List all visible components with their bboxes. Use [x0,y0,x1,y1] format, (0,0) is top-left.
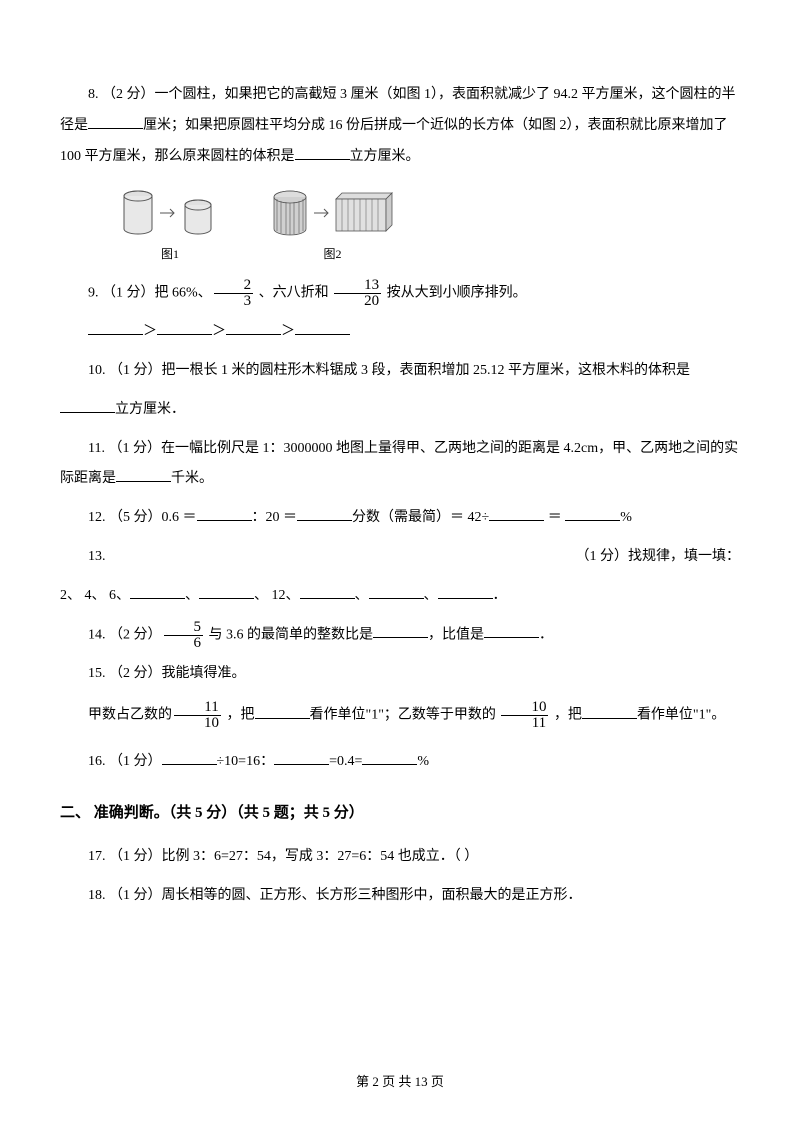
figure-1-group: 图1 [120,187,220,267]
q13-seq-start: 2、 4、 6、 [60,588,130,603]
question-12: 12. （5 分）0.6 ＝ ：20 ＝ 分数（需最简）＝ 42÷ ＝ % [60,503,740,534]
q15-blank-1 [255,705,310,719]
q13-right: （1 分）找规律，填一填： [548,542,741,573]
q12-blank-3 [489,507,544,521]
q14-p4: ． [539,627,553,642]
question-15-body: 甲数占乙数的1110 ，把 看作单位"1"；乙数等于甲数的 1011 ，把 看作单位… [60,700,740,732]
question-11: 11. （1 分）在一幅比例尺是 1：3000000 地图上量得甲、乙两地之间的… [60,434,740,496]
q13-left: 13. [60,542,106,573]
q16-p1: 16. （1 分） [88,754,162,769]
question-10-line2: 立方厘米． [60,395,740,426]
q14-p1: 14. （2 分） [88,627,162,642]
q14-blank-2 [484,624,539,638]
page-footer: 第 2 页 共 13 页 [0,1068,800,1097]
question-9-blanks: ＞＞＞ [60,317,740,348]
q9-blank-1 [88,321,143,335]
figure-2-caption: 图2 [323,241,341,267]
q15-frac-1: 1110 [174,700,221,731]
q9-blank-4 [295,321,350,335]
q12-blank-4 [565,507,620,521]
q8-figures: 图1 图2 [120,187,740,267]
q15-frac-2: 1011 [501,700,548,731]
q9-blank-2 [157,321,212,335]
q15-p1: 甲数占乙数的 [88,708,172,723]
q12-p5: % [620,510,632,525]
q13-blank-5 [438,585,493,599]
figure-2-group: 图2 [270,187,395,267]
q12-p4: ＝ [544,510,565,525]
q14-blank-1 [373,624,428,638]
q8-blank-2 [295,146,350,160]
q12-p3: 分数（需最简）＝ 42÷ [352,510,489,525]
q17-text: 17. （1 分）比例 3：6=27：54，写成 3：27=6：54 也成立．（… [88,849,478,864]
question-13-line2: 2、 4、 6、、、 12、、、． [60,581,740,612]
q15-p3: 看作单位"1"；乙数等于甲数的 [310,708,500,723]
q12-blank-1 [197,507,252,521]
q8-blank-1 [88,115,143,129]
q13-end: ． [493,588,507,603]
q11-end: 千米。 [171,471,213,486]
question-17: 17. （1 分）比例 3：6=27：54，写成 3：27=6：54 也成立．（… [60,842,740,873]
q9-mid: 、六八折和 [255,286,332,301]
q10-end: 立方厘米． [115,402,185,417]
q9-prefix: 9. （1 分）把 66%、 [88,286,212,301]
question-10: 10. （1 分）把一根长 1 米的圆柱形木料锯成 3 段，表面积增加 25.1… [60,356,740,387]
q12-blank-2 [297,507,352,521]
q16-blank-1 [162,751,217,765]
q16-p3: =0.4= [329,754,362,769]
q13-blank-3 [300,585,355,599]
q12-p2: ：20 ＝ [252,510,298,525]
section-2-title: 二、 准确判断。（共 5 分）（共 5 题；共 5 分） [60,797,740,830]
q16-blank-3 [362,751,417,765]
q16-p4: % [417,754,429,769]
figure-2-svg [270,187,395,239]
q13-seq-mid: 、 12、 [254,588,300,603]
q9-frac-2: 1320 [334,278,381,309]
q13-blank-1 [130,585,185,599]
q15-blank-2 [582,705,637,719]
q15-title: 15. （2 分）我能填得准。 [88,666,246,681]
q15-p2: ，把 [223,708,255,723]
q9-suffix: 按从大到小顺序排列。 [383,286,527,301]
q14-p3: ，比值是 [428,627,484,642]
question-16: 16. （1 分） ÷10=16： =0.4=% [60,747,740,778]
q14-frac: 56 [164,620,204,651]
q9-frac-1: 23 [214,278,254,309]
question-13-line1: 13. （1 分）找规律，填一填： [60,542,740,573]
q15-p4: ，把 [550,708,582,723]
q13-blank-2 [199,585,254,599]
q16-blank-2 [274,751,329,765]
q8-text-3: 立方厘米。 [350,149,420,164]
question-9: 9. （1 分）把 66%、23 、六八折和 1320 按从大到小顺序排列。 [60,278,740,310]
q12-p1: 12. （5 分）0.6 ＝ [88,510,197,525]
question-8: 8. （2 分）一个圆柱，如果把它的高截短 3 厘米（如图 1），表面积就减少了… [60,80,740,172]
q9-blank-3 [226,321,281,335]
figure-1-caption: 图1 [161,241,179,267]
q18-text: 18. （1 分）周长相等的圆、正方形、长方形三种图形中，面积最大的是正方形． [88,888,582,903]
q10-blank [60,399,115,413]
question-18: 18. （1 分）周长相等的圆、正方形、长方形三种图形中，面积最大的是正方形． [60,881,740,912]
question-15-title: 15. （2 分）我能填得准。 [60,659,740,690]
q10-text: 10. （1 分）把一根长 1 米的圆柱形木料锯成 3 段，表面积增加 25.1… [88,363,690,378]
q16-p2: ÷10=16： [217,754,275,769]
question-14: 14. （2 分）56 与 3.6 的最简单的整数比是 ，比值是 ． [60,620,740,652]
q15-p5: 看作单位"1"。 [637,708,725,723]
figure-1-svg [120,187,220,239]
q14-p2: 与 3.6 的最简单的整数比是 [205,627,373,642]
q13-blank-4 [369,585,424,599]
q11-blank [116,468,171,482]
